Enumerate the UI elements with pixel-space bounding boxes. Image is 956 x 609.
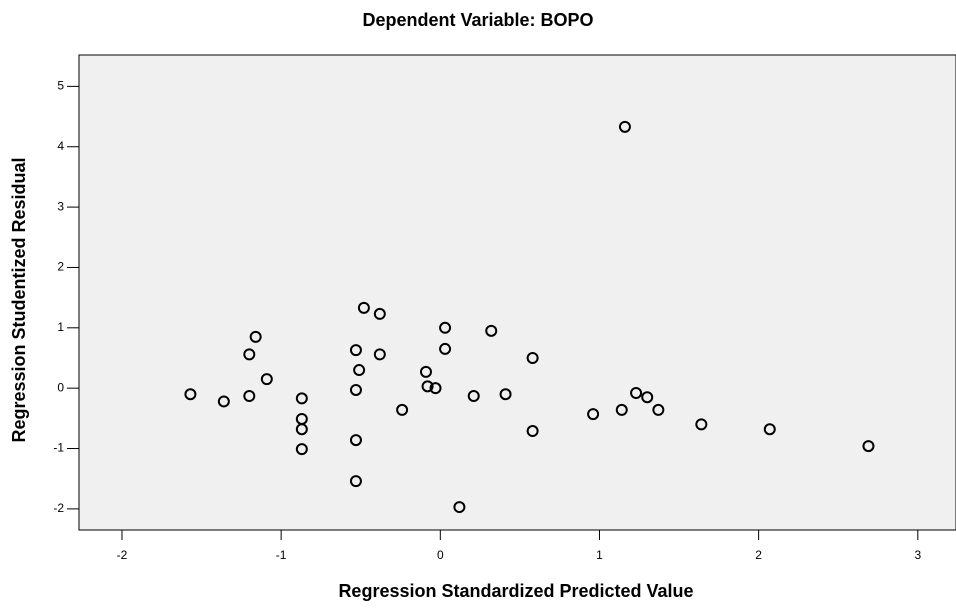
x-tick-label: 1 <box>596 548 603 562</box>
point <box>373 307 386 320</box>
point <box>349 383 362 396</box>
point <box>217 395 230 408</box>
x-tick-label: -1 <box>276 548 287 562</box>
point <box>439 342 452 355</box>
point <box>295 443 308 456</box>
point <box>499 388 512 401</box>
point <box>295 392 308 405</box>
y-tick-label: -2 <box>53 501 64 515</box>
point <box>243 390 256 403</box>
point <box>349 344 362 357</box>
point <box>695 418 708 431</box>
point <box>349 434 362 447</box>
point <box>439 321 452 334</box>
point <box>453 501 466 514</box>
point <box>396 403 409 416</box>
point <box>618 120 631 133</box>
point <box>353 364 366 377</box>
point <box>295 423 308 436</box>
point <box>630 386 643 399</box>
point <box>349 475 362 488</box>
x-axis-label: Regression Standardized Predicted Value <box>338 581 693 601</box>
y-axis-label: Regression Studentized Residual <box>9 157 29 442</box>
point <box>260 373 273 386</box>
plot-area <box>78 54 956 531</box>
point <box>184 388 197 401</box>
point <box>421 380 434 393</box>
point <box>526 425 539 438</box>
x-tick-label: 0 <box>437 548 444 562</box>
y-tick-label: 0 <box>57 380 64 394</box>
y-tick-label: 3 <box>57 199 64 213</box>
point <box>357 301 370 314</box>
point <box>615 403 628 416</box>
point <box>429 382 442 395</box>
point <box>419 365 432 378</box>
point <box>652 403 665 416</box>
y-tick-label: 4 <box>57 139 64 153</box>
point <box>243 348 256 361</box>
point <box>373 348 386 361</box>
point <box>467 390 480 403</box>
chart-title: Dependent Variable: BOPO <box>362 10 593 30</box>
x-tick-label: 2 <box>755 548 762 562</box>
y-tick-label: 1 <box>57 320 64 334</box>
point <box>763 423 776 436</box>
point <box>862 440 875 453</box>
y-tick-label: -1 <box>53 441 64 455</box>
y-tick-label: 5 <box>57 79 64 93</box>
y-tick-label: 2 <box>57 260 64 274</box>
x-tick-label: -2 <box>117 548 128 562</box>
point <box>641 391 654 404</box>
x-tick-label: 3 <box>914 548 921 562</box>
point <box>526 351 539 364</box>
point <box>485 324 498 337</box>
point <box>587 408 600 421</box>
point <box>249 330 262 343</box>
